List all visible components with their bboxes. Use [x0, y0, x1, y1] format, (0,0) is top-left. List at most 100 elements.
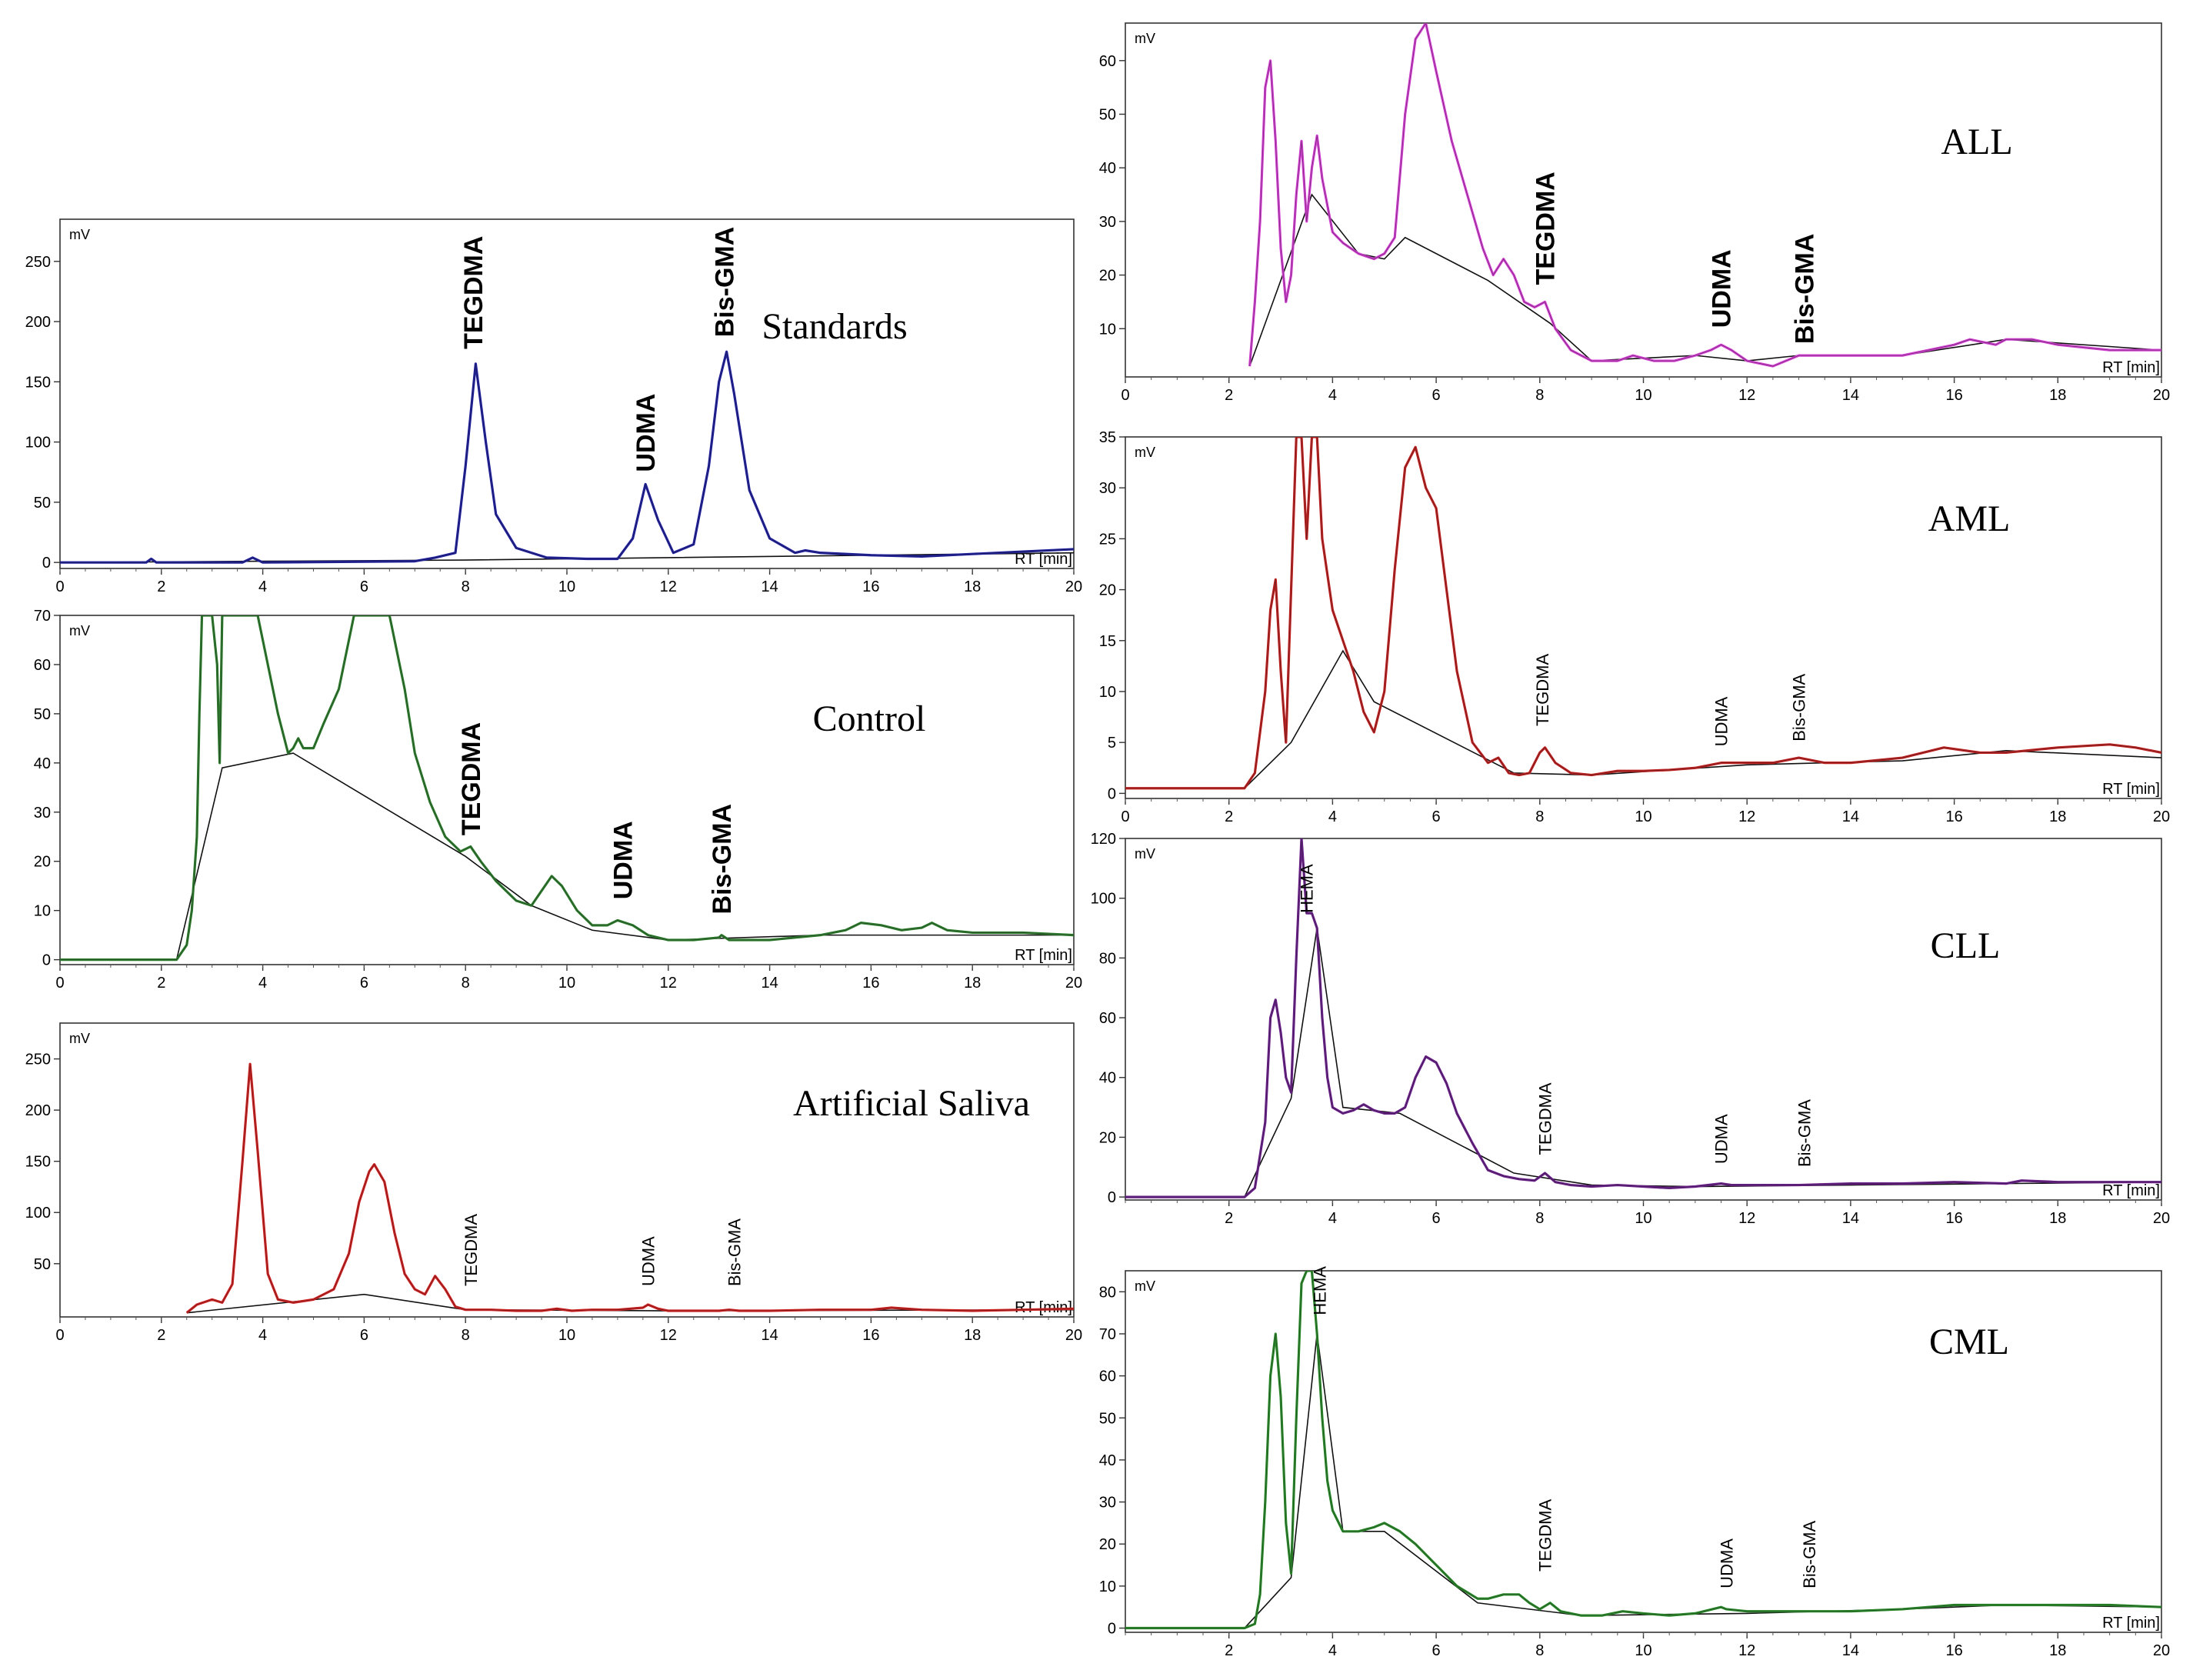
series-line-overlay [1125, 437, 2161, 789]
x-tick-label: 0 [1121, 808, 1129, 825]
x-tick-label: 0 [55, 578, 64, 595]
y-tick-label: 20 [34, 854, 51, 871]
y-tick-label: 30 [34, 805, 51, 822]
y-tick-label: 0 [1108, 785, 1116, 802]
chart-panel-aml: 0 5 10 15 20 25 30 35 0 2 4 6 8 10 12 14 16 18 20 mV RT [min… [1099, 429, 2170, 825]
x-unit-label: RT [min] [1015, 947, 1072, 964]
baseline-line [1244, 1333, 2161, 1629]
x-tick-label: 2 [1225, 808, 1233, 825]
x-tick-label: 18 [2049, 387, 2066, 404]
x-tick-label: 18 [964, 578, 981, 595]
y-tick-label: 10 [1099, 1578, 1116, 1595]
chart-panel-standards: 0 50 100 150 200 250 0 2 4 6 8 10 12 14 16 18 20 mV RT [mi… [25, 218, 1082, 595]
x-tick-label: 4 [258, 975, 267, 992]
peak-label-bis-gma: Bis-GMA [1790, 673, 1809, 741]
y-tick-label: 40 [1099, 1452, 1116, 1469]
x-tick-label: 12 [1738, 808, 1755, 825]
peak-label-bis-gma: Bis-GMA [1790, 234, 1819, 345]
peak-label-tegdma: TEGDMA [1536, 1499, 1555, 1572]
x-tick-label: 0 [55, 975, 64, 992]
y-tick-label: 100 [1091, 891, 1116, 908]
panel-title: Control [813, 698, 926, 739]
y-tick-label: 80 [1099, 1284, 1116, 1301]
x-tick-label: 4 [1328, 387, 1337, 404]
x-tick-label: 6 [360, 1327, 368, 1344]
y-tick-label: 5 [1108, 735, 1116, 752]
x-tick-label: 0 [1121, 387, 1129, 404]
peak-label-tegdma: TEGDMA [457, 722, 486, 835]
x-tick-label: 8 [1535, 387, 1544, 404]
x-tick-label: 20 [2153, 387, 2170, 404]
y-tick-label: 50 [34, 495, 51, 512]
x-tick-label: 16 [1945, 1210, 1962, 1227]
x-tick-label: 18 [2049, 808, 2066, 825]
series-line-overlay [186, 1064, 1074, 1313]
x-tick-label: 4 [1328, 1642, 1337, 1659]
x-tick-label: 8 [462, 975, 470, 992]
x-tick-label: 20 [2153, 1210, 2170, 1227]
x-tick-label: 14 [761, 975, 778, 992]
y-tick-label: 100 [25, 435, 51, 452]
x-tick-label: 14 [1842, 387, 1859, 404]
x-unit-label: RT [min] [2102, 1182, 2160, 1199]
x-tick-label: 18 [2049, 1210, 2066, 1227]
x-tick-label: 12 [1738, 1210, 1755, 1227]
y-tick-label: 70 [34, 608, 51, 625]
y-tick-label: 60 [34, 657, 51, 674]
x-tick-label: 12 [1738, 1642, 1755, 1659]
y-tick-label: 15 [1099, 633, 1116, 650]
x-tick-label: 16 [862, 578, 879, 595]
y-tick-label: 50 [1099, 1410, 1116, 1427]
peak-label-udma: UDMA [638, 1236, 658, 1286]
x-tick-label: 10 [1635, 387, 1651, 404]
x-tick-label: 14 [1842, 808, 1859, 825]
y-tick-label: 150 [25, 1154, 51, 1171]
baseline-line [1244, 649, 2161, 789]
x-tick-label: 4 [1328, 808, 1337, 825]
x-tick-label: 14 [761, 578, 778, 595]
x-tick-label: 2 [157, 1327, 165, 1344]
y-tick-label: 30 [1099, 214, 1116, 231]
x-tick-label: 18 [964, 975, 981, 992]
peak-label-tegdma: TEGDMA [1533, 654, 1552, 726]
panel-title: ALL [1941, 122, 2012, 162]
x-tick-label: 8 [1535, 808, 1544, 825]
x-tick-label: 10 [1635, 1210, 1651, 1227]
x-tick-label: 6 [1432, 1210, 1441, 1227]
y-tick-label: 10 [1099, 321, 1116, 338]
x-tick-label: 6 [360, 578, 368, 595]
y-unit-label: mV [1135, 846, 1155, 862]
x-tick-label: 12 [660, 975, 677, 992]
x-tick-label: 18 [964, 1327, 981, 1344]
y-tick-label: 50 [34, 1256, 51, 1273]
series-line-overlay [1125, 838, 2161, 1198]
x-tick-label: 16 [1945, 387, 1962, 404]
y-tick-label: 25 [1099, 531, 1116, 548]
y-tick-label: 120 [1091, 831, 1116, 848]
peak-label-udma: UDMA [1712, 1114, 1731, 1164]
x-tick-label: 2 [157, 975, 165, 992]
y-unit-label: mV [69, 623, 90, 638]
y-tick-label: 200 [25, 314, 51, 331]
y-tick-label: 50 [34, 706, 51, 723]
chart-panel-cll: 0 20 40 60 80 100 120 2 4 6 8 10 12 14 16 18 20 mV RT [min… [1091, 831, 2171, 1227]
x-tick-label: 16 [1945, 808, 1962, 825]
x-tick-label: 8 [1535, 1642, 1544, 1659]
y-unit-label: mV [69, 1031, 90, 1046]
x-tick-label: 0 [55, 1327, 64, 1344]
x-tick-label: 2 [1225, 1642, 1233, 1659]
y-tick-label: 250 [25, 1052, 51, 1068]
x-tick-label: 20 [1065, 1327, 1082, 1344]
y-tick-label: 20 [1099, 268, 1116, 285]
y-tick-label: 40 [1099, 1070, 1116, 1087]
x-tick-label: 20 [2153, 1642, 2170, 1659]
y-tick-label: 60 [1099, 53, 1116, 70]
y-unit-label: mV [1135, 445, 1155, 460]
y-tick-label: 20 [1099, 1129, 1116, 1146]
x-tick-label: 2 [1225, 387, 1233, 404]
peak-label-bis-gma: Bis-GMA [710, 227, 739, 338]
x-unit-label: RT [min] [1015, 551, 1072, 568]
x-tick-label: 6 [1432, 808, 1441, 825]
x-tick-label: 4 [1328, 1210, 1337, 1227]
